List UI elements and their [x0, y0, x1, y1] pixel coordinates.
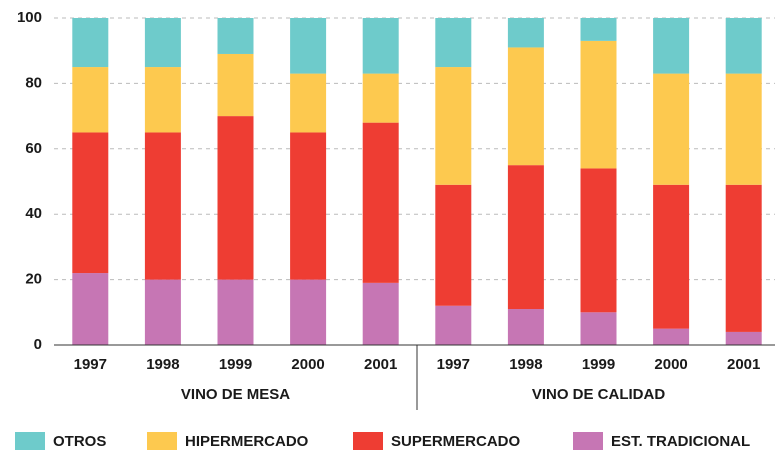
bar-segment — [435, 305, 472, 345]
bar-segment — [144, 18, 181, 68]
y-tick-label: 40 — [25, 205, 42, 222]
bar-segment — [580, 312, 617, 345]
legend-swatch — [15, 432, 45, 450]
y-tick-label: 60 — [25, 140, 42, 157]
y-tick-label: 80 — [25, 74, 42, 91]
bar-segment — [72, 67, 109, 133]
bar-segment — [435, 67, 472, 185]
legend-label: HIPERMERCADO — [185, 433, 309, 450]
group-label: VINO DE CALIDAD — [532, 386, 666, 403]
x-tick-label: 2001 — [727, 356, 760, 373]
x-tick-label: 2001 — [364, 356, 397, 373]
bar-segment — [217, 279, 254, 345]
x-tick-label: 2000 — [654, 356, 687, 373]
group-label: VINO DE MESA — [181, 386, 290, 403]
y-tick-label: 20 — [25, 271, 42, 288]
bar-segment — [290, 279, 327, 345]
x-tick-label: 2000 — [291, 356, 324, 373]
bar-segment — [362, 18, 399, 74]
legend-swatch — [353, 432, 383, 450]
x-tick-label: 1999 — [582, 356, 615, 373]
legend-swatch — [147, 432, 177, 450]
bar-segment — [362, 73, 399, 123]
bar-segment — [725, 184, 762, 332]
x-tick-label: 1997 — [74, 356, 107, 373]
bar-segment — [144, 279, 181, 345]
bar-segment — [290, 132, 327, 280]
bar-segment — [725, 18, 762, 74]
bar-segment — [290, 73, 327, 133]
bar-segment — [72, 18, 109, 68]
bar-segment — [725, 73, 762, 185]
x-tick-label: 1998 — [509, 356, 542, 373]
bar-segment — [144, 132, 181, 280]
bar-segment — [435, 184, 472, 306]
bar-segment — [653, 328, 690, 345]
bar-segment — [653, 73, 690, 185]
bar-segment — [580, 168, 617, 313]
y-tick-label: 100 — [17, 9, 42, 26]
bar-segment — [507, 18, 544, 48]
bar-segment — [507, 309, 544, 345]
bar-segment — [217, 18, 254, 54]
bar-segment — [362, 122, 399, 283]
legend-label: OTROS — [53, 433, 106, 450]
bar-segment — [217, 116, 254, 280]
bar-segment — [144, 67, 181, 133]
bar-segment — [362, 282, 399, 345]
legend-swatch — [573, 432, 603, 450]
x-tick-label: 1999 — [219, 356, 252, 373]
bar-segment — [580, 40, 617, 169]
bar-segment — [507, 47, 544, 166]
legend-label: EST. TRADICIONAL — [611, 433, 750, 450]
bar-segment — [653, 184, 690, 329]
y-tick-label: 0 — [34, 336, 42, 353]
x-tick-label: 1998 — [146, 356, 179, 373]
bar-segment — [580, 18, 617, 41]
bar-segment — [507, 165, 544, 310]
bar-segment — [72, 273, 109, 345]
x-tick-label: 1997 — [437, 356, 470, 373]
legend-label: SUPERMERCADO — [391, 433, 521, 450]
bar-segment — [435, 18, 472, 68]
bar-segment — [217, 53, 254, 117]
bar-segment — [72, 132, 109, 274]
bar-segment — [653, 18, 690, 74]
bar-segment — [290, 18, 327, 74]
bar-segment — [725, 331, 762, 345]
